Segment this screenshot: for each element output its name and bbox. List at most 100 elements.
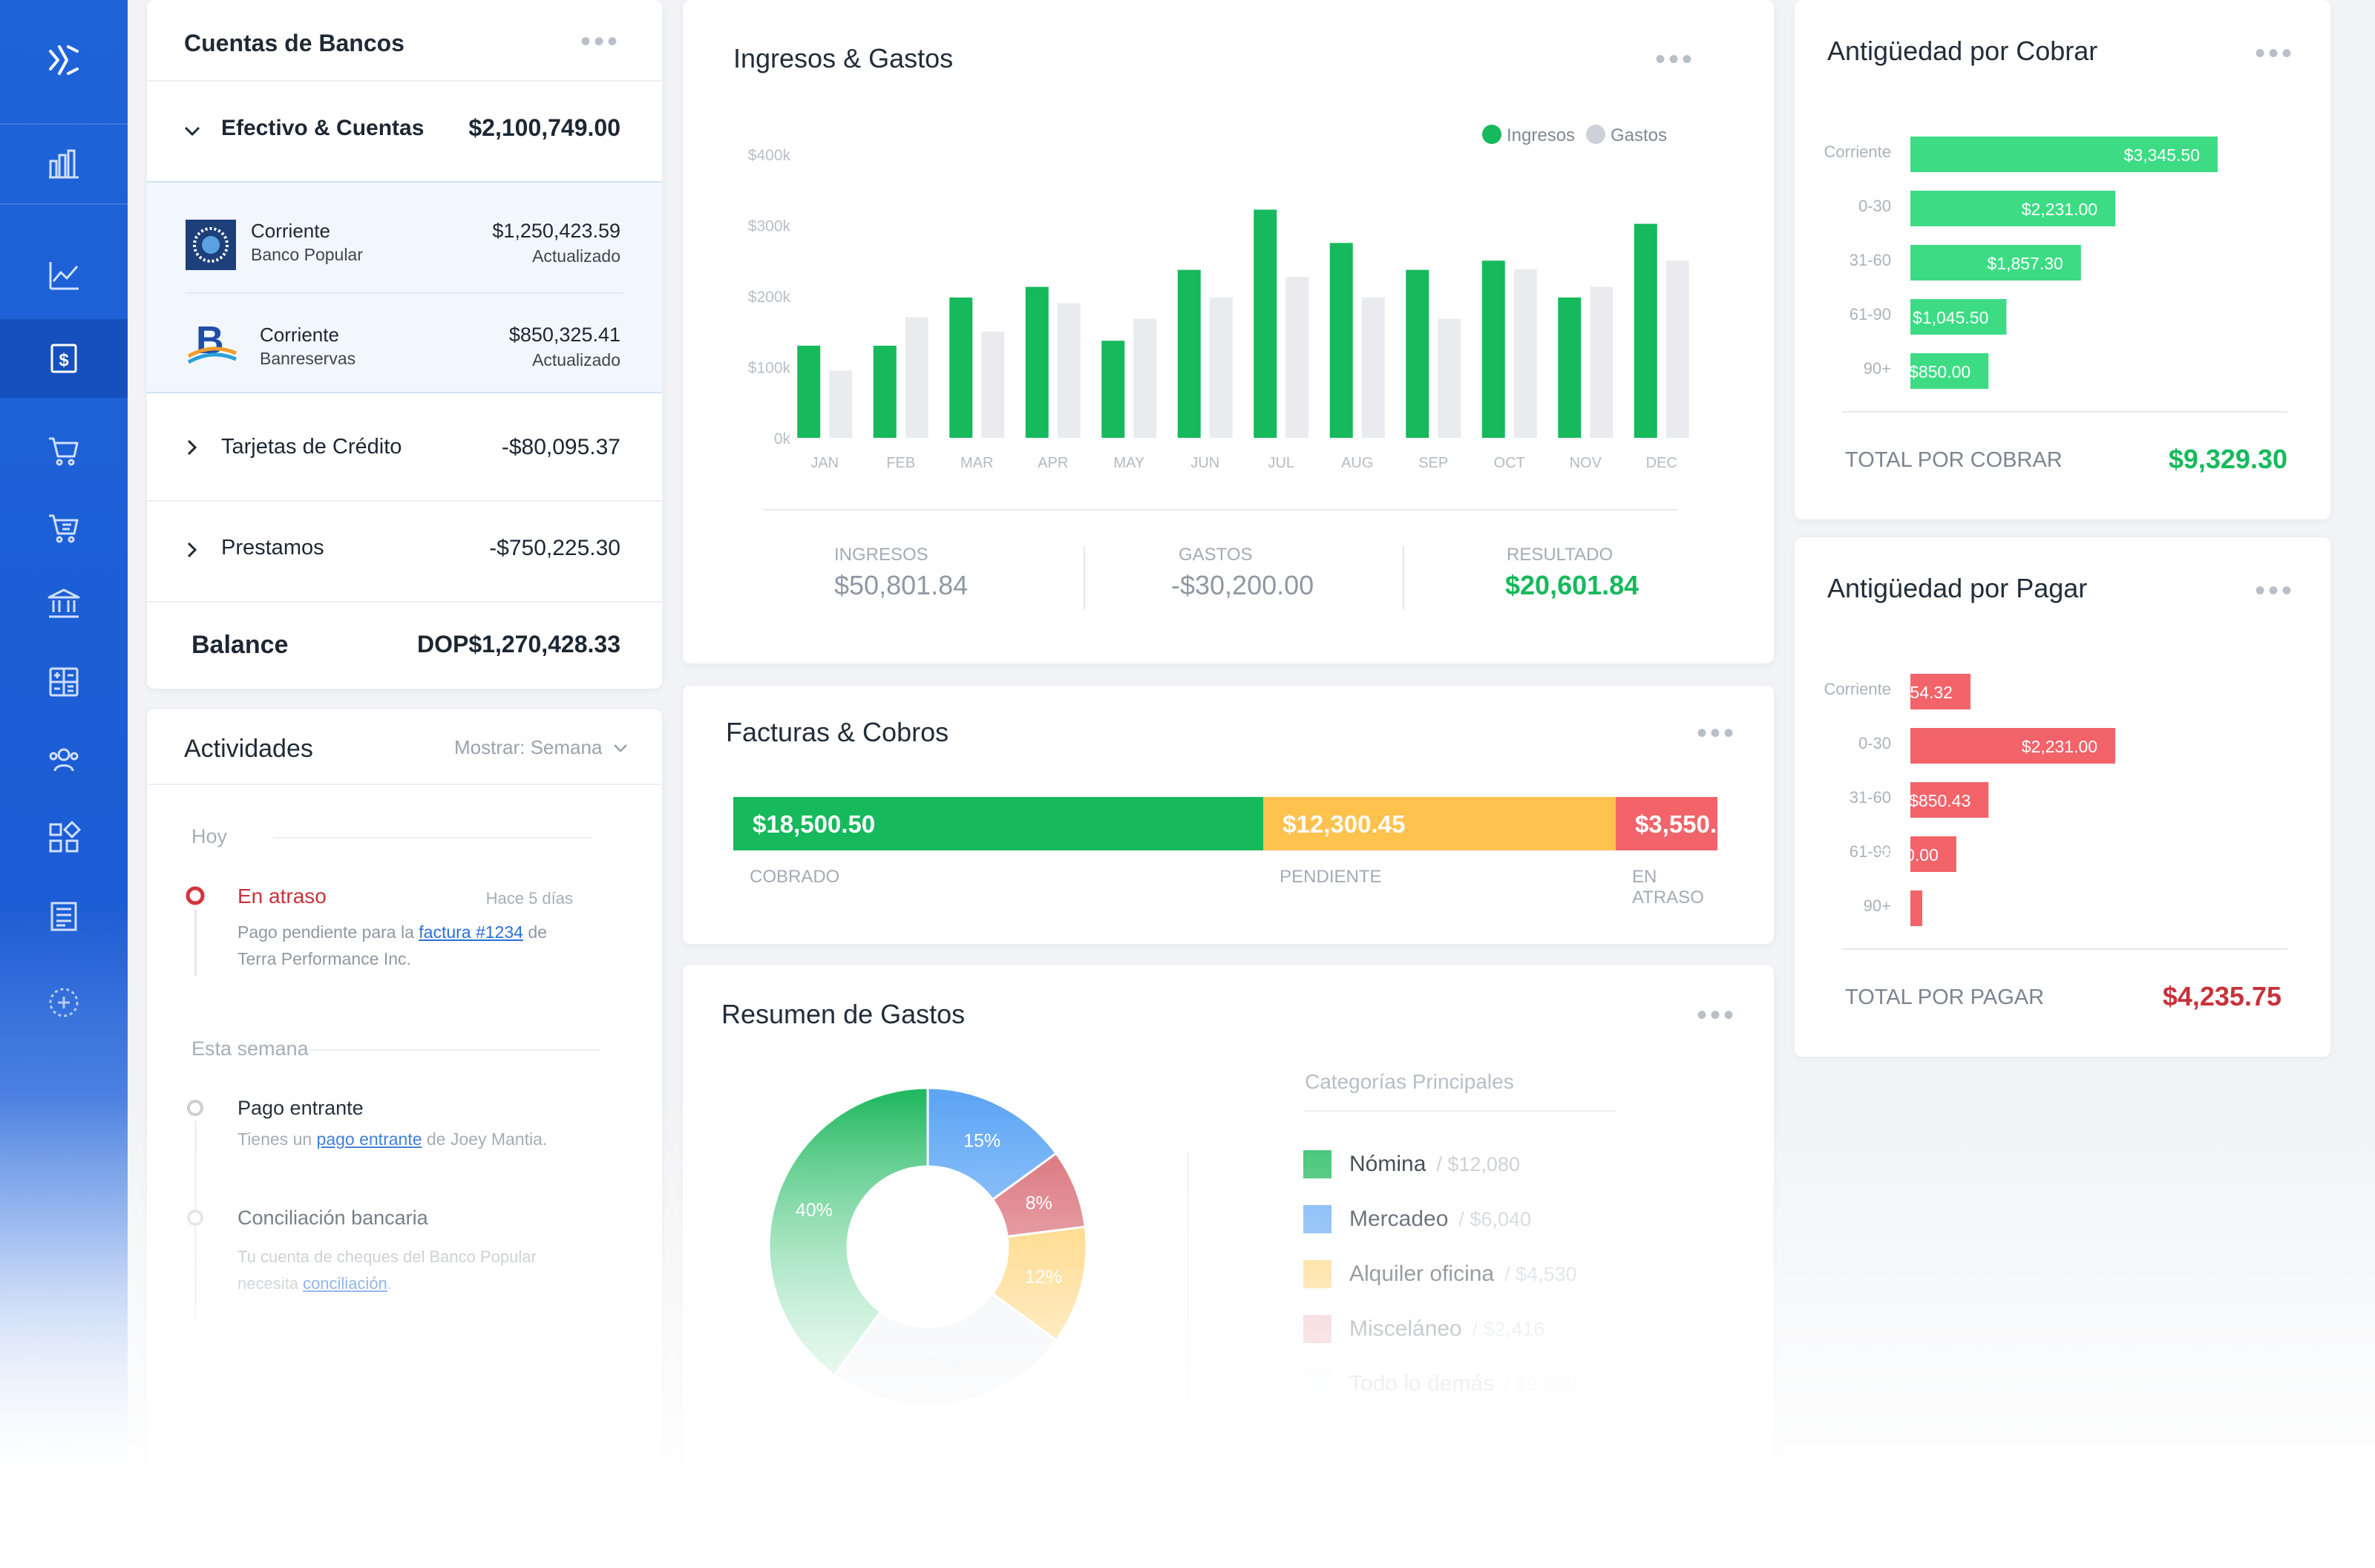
x-tick-label: AUG: [1341, 455, 1373, 471]
category-name: Nómina: [1349, 1152, 1426, 1176]
categories-legend-title: Categorías Principales: [1305, 1070, 1514, 1093]
expense-bar: [1590, 286, 1614, 438]
aging-bucket-label: 61-90: [1850, 842, 1891, 861]
sales-cart-icon[interactable]: [0, 411, 128, 490]
reports-icon[interactable]: [0, 877, 128, 956]
activities-filter-label: Mostrar: Semana: [454, 736, 603, 758]
overdue-status-icon: [186, 886, 205, 905]
invoice-segment-label: PENDIENTE: [1280, 867, 1382, 887]
bank-icon[interactable]: [0, 564, 128, 643]
y-tick-label: $300k: [748, 218, 791, 235]
expense-donut-chart: 15% 8% 12% 25% 40%: [767, 1086, 1088, 1407]
aging-bucket-label: 0-30: [1858, 197, 1891, 215]
aging-bar: [1910, 674, 1971, 709]
balance-label: Balance: [191, 631, 289, 659]
aging-bucket-label: 31-60: [1850, 788, 1891, 807]
invoice-segment-en-atraso[interactable]: $3,550.00 EN ATRASO: [1615, 797, 1744, 908]
receivables-total-label: TOTAL POR COBRAR: [1845, 448, 2063, 472]
category-amount: / $12,080: [1436, 1152, 1520, 1175]
legend-label: Ingresos: [1507, 125, 1575, 145]
activity-title: En atraso: [238, 885, 327, 908]
categories-legend: Nómina / $12,080 Mercadeo / $6,040 Alquiler …: [1303, 1137, 1719, 1411]
activity-title: Conciliación bancaria: [238, 1207, 428, 1229]
invoice-segment-pendiente[interactable]: $12,300.45 PENDIENTE: [1263, 797, 1616, 887]
expense-bar: [829, 370, 853, 438]
invoices-menu-icon[interactable]: •••: [1697, 717, 1737, 749]
week-label: Esta semana: [191, 1037, 309, 1060]
summary-result-label: RESULTADO: [1507, 545, 1614, 565]
account-amount: $850,325.41: [508, 324, 620, 346]
incoming-payment-link[interactable]: pago entrante: [316, 1129, 422, 1149]
account-bank: Banco Popular: [251, 245, 363, 264]
dashboard-icon[interactable]: [0, 125, 128, 203]
income-expense-chart: Ingresos Gastos $400k $300k $200k $100k 0k JAN F…: [748, 125, 1689, 471]
balance-amount: DOP$1,270,428.33: [417, 631, 620, 657]
aging-bar-label: $1,045.50: [1913, 308, 1988, 327]
apps-icon[interactable]: [0, 798, 128, 877]
activities-title: Actividades: [184, 735, 313, 763]
income-expense-menu-icon[interactable]: •••: [1655, 43, 1696, 76]
analytics-icon[interactable]: [0, 236, 128, 315]
category-amount: / $6,040: [1458, 1207, 1531, 1230]
category-color-swatch: [1303, 1315, 1331, 1343]
receivables-menu-icon[interactable]: •••: [2255, 37, 2296, 70]
account-row-banreservas[interactable]: B Corriente Banreservas $850,325.41 Actu…: [147, 294, 662, 393]
income-bar: [1254, 209, 1277, 438]
expense-summary-card: Resumen de Gastos ••• 15% 8% 12% 25% 40% Cat…: [683, 965, 1774, 1484]
cash-accounts-group[interactable]: Efectivo & Cuentas $2,100,749.00: [147, 80, 662, 181]
category-legend-item: Todo lo demás / $9,060: [1303, 1357, 1719, 1411]
loans-group[interactable]: Prestamos -$750,225.30: [147, 502, 662, 601]
accounts-list: Corriente Banco Popular $1,250,423.59 Ac…: [147, 181, 662, 393]
legend-marker: [1482, 125, 1501, 144]
expense-bar: [1285, 277, 1309, 438]
credit-cards-label: Tarjetas de Crédito: [221, 435, 402, 459]
aging-bar: [1910, 890, 1922, 926]
add-icon[interactable]: [0, 963, 128, 1042]
payables-card: Antigüedad por Pagar ••• Corriente $654.3…: [1795, 537, 2330, 1057]
reconciliation-link[interactable]: conciliación: [303, 1274, 387, 1293]
payables-menu-icon[interactable]: •••: [2255, 574, 2296, 607]
receivables-title: Antigüedad por Cobrar: [1827, 36, 2098, 66]
today-label: Hoy: [191, 825, 228, 847]
category-name: Misceláneo: [1349, 1316, 1462, 1341]
invoice-segment-value: $18,500.50: [753, 810, 876, 838]
activity-text: Tienes un pago entrante de Joey Mantia.: [238, 1129, 548, 1149]
account-row-banco-popular[interactable]: Corriente Banco Popular $1,250,423.59 Ac…: [147, 183, 662, 292]
credit-cards-group[interactable]: Tarjetas de Crédito -$80,095.37: [147, 393, 662, 502]
y-tick-label: $100k: [748, 360, 791, 377]
finance-icon[interactable]: $: [0, 319, 128, 398]
income-bar: [1101, 341, 1125, 438]
category-name: Todo lo demás: [1349, 1371, 1495, 1396]
account-name: Corriente: [260, 324, 339, 346]
chevron-right-icon: [187, 542, 197, 558]
category-color-swatch: [1303, 1205, 1331, 1233]
expense-summary-menu-icon[interactable]: •••: [1697, 999, 1737, 1031]
logo-icon[interactable]: [0, 21, 128, 99]
credit-cards-amount: -$80,095.37: [501, 435, 620, 459]
balance-row: Balance DOP$1,270,428.33: [147, 603, 662, 689]
contacts-icon[interactable]: [0, 720, 128, 798]
income-bar: [1406, 269, 1429, 438]
category-legend-item: Alquiler oficina / $4,530: [1303, 1247, 1719, 1302]
cash-accounts-amount: $2,100,749.00: [468, 114, 620, 141]
bank-accounts-menu-icon[interactable]: •••: [580, 25, 621, 58]
loans-label: Prestamos: [221, 536, 324, 560]
activity-status-icon: [187, 1100, 203, 1116]
activities-filter-dropdown[interactable]: Mostrar: Semana: [454, 736, 629, 759]
aging-bar-label: $1,857.30: [1988, 254, 2063, 273]
aging-bar-label: $2,231.00: [2022, 737, 2097, 756]
aging-bar-label: $654.32: [1891, 683, 1953, 702]
income-bar: [873, 345, 897, 438]
cash-accounts-label: Efectivo & Cuentas: [221, 116, 425, 140]
category-legend-item: Misceláneo / $2,416: [1303, 1302, 1719, 1357]
accounting-calculator-icon[interactable]: [0, 643, 128, 721]
aging-bar: [1910, 245, 2081, 281]
purchases-icon[interactable]: [0, 488, 128, 567]
invoice-link[interactable]: factura #1234: [419, 922, 523, 942]
summary-income-label: INGRESOS: [834, 545, 928, 565]
y-tick-label: $200k: [748, 289, 791, 306]
category-amount: / $2,416: [1472, 1317, 1545, 1340]
aging-bar: [1910, 299, 2007, 335]
invoice-segment-cobrado[interactable]: $18,500.50 COBRADO: [733, 797, 1264, 887]
svg-text:$: $: [59, 350, 69, 370]
